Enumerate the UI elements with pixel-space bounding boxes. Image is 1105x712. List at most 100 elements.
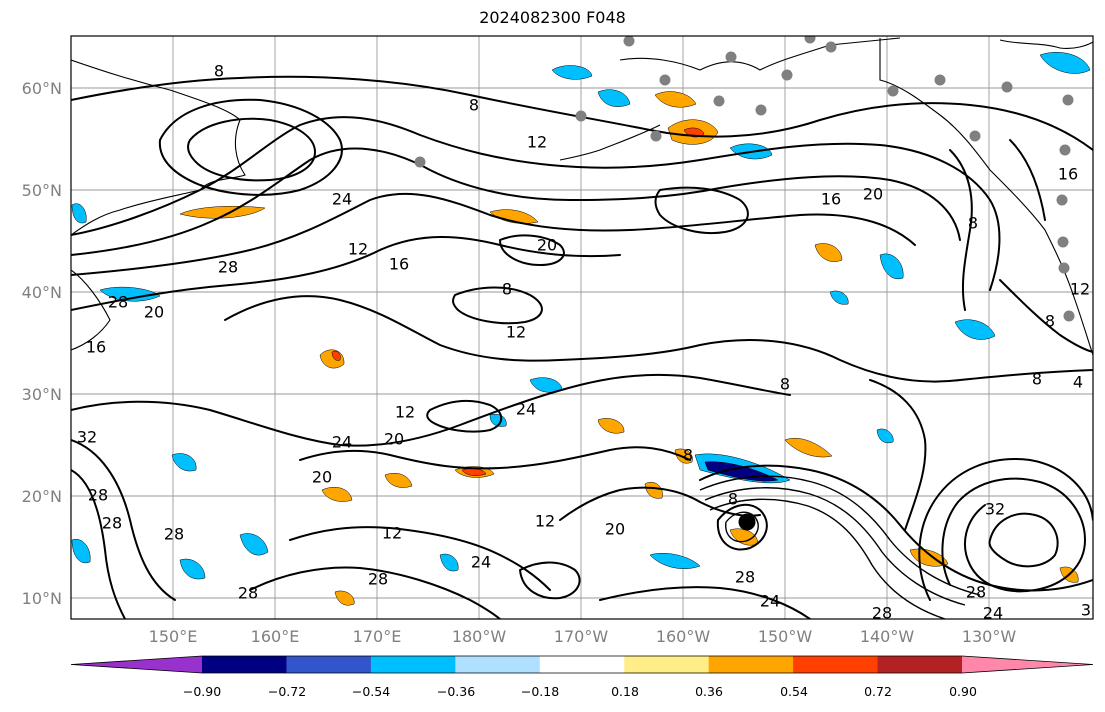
contour-label: 24 [983,604,1003,623]
contour-label: 32 [77,428,97,447]
colorbar [70,655,1094,674]
station-marker [713,95,725,107]
colorbar-segment [455,656,541,673]
longitude-axis: 150°E 160°E 170°E 180°W 170°W 160°W 150°… [149,627,1017,646]
storm-center-marker [738,513,756,531]
colorbar-ticks: −0.90 −0.72 −0.54 −0.36 −0.18 0.18 0.36 … [183,684,977,699]
contour-label: 28 [164,525,184,544]
contour-label: 16 [1058,165,1078,184]
colorbar-extension-low [71,656,202,673]
station-marker [575,110,587,122]
colorbar-segment [539,656,625,673]
colorbar-segment [708,656,794,673]
colorbar-tick-label: 0.36 [695,684,723,699]
contour-label: 12 [348,240,368,259]
contour-label: 20 [537,236,557,255]
contour-label: 28 [88,486,108,505]
colorbar-segment [793,656,879,673]
colorbar-segment [624,656,710,673]
longitude-label: 170°W [554,627,609,646]
colorbar-extension-high [962,656,1093,673]
station-marker [650,130,662,142]
colorbar-tick-label: 0.90 [949,684,977,699]
contour-label: 8 [968,214,978,233]
station-marker [1058,262,1070,274]
contour-label: 28 [368,570,388,589]
station-marker [1001,81,1013,93]
colorbar-tick-label: −0.36 [437,684,475,699]
contour-label: 8 [728,490,738,509]
station-marker [659,74,671,86]
latitude-label: 20°N [22,487,62,506]
contour-label: 8 [683,446,693,465]
colorbar-tick-label: 0.72 [864,684,892,699]
map-title: 2024082300 F048 [479,8,626,27]
longitude-label: 180°W [452,627,507,646]
colorbar-tick-label: −0.54 [352,684,390,699]
contour-label: 3 [1081,601,1091,620]
contour-label: 20 [144,303,164,322]
contour-label: 28 [108,293,128,312]
contour-label: 16 [86,338,106,357]
station-marker [1057,236,1069,248]
station-marker [414,156,426,168]
contour-label: 12 [506,323,526,342]
colorbar-tick-label: −0.72 [268,684,306,699]
contour-label: 24 [332,190,352,209]
contour-label: 28 [102,514,122,533]
colorbar-segment [286,656,372,673]
station-marker [781,69,793,81]
station-marker [755,104,767,116]
contour-label: 16 [821,190,841,209]
contour-label: 28 [238,584,258,603]
colorbar-tick-label: −0.90 [183,684,221,699]
longitude-label: 160°E [251,627,300,646]
longitude-label: 130°W [962,627,1017,646]
contour-label: 4 [1073,373,1083,392]
contour-label: 8 [780,375,790,394]
contour-label: 16 [389,255,409,274]
contour-lines [71,75,1093,619]
contour-label: 28 [872,604,892,623]
contour-label: 20 [384,430,404,449]
colorbar-segment [877,656,963,673]
contour-label: 12 [535,512,555,531]
latitude-axis: 60°N 50°N 40°N 30°N 20°N 10°N [22,79,62,608]
station-marker [825,41,837,53]
contour-label: 28 [966,583,986,602]
longitude-label: 140°W [860,627,915,646]
contour-label: 8 [502,280,512,299]
contour-label: 8 [469,96,479,115]
station-markers [414,36,1075,322]
colorbar-segment [202,656,287,673]
contour-label: 12 [395,403,415,422]
plot-frame [70,35,1094,620]
contour-label: 12 [527,133,547,152]
contour-label: 20 [605,520,625,539]
contour-label: 20 [312,468,332,487]
contour-label: 8 [214,62,224,81]
colorbar-outline [70,655,1094,674]
station-marker [969,130,981,142]
colorbar-segment [370,656,456,673]
contour-label: 24 [471,553,491,572]
station-marker [934,74,946,86]
contour-label: 12 [382,524,402,543]
contour-label: 8 [1045,312,1055,331]
contour-labels: 8 8 12 24 12 16 20 28 8 12 28 20 16 16 2… [77,62,1091,623]
contour-label: 28 [735,568,755,587]
contour-label: 32 [985,500,1005,519]
station-marker [804,36,816,44]
latitude-label: 10°N [22,589,62,608]
latitude-label: 40°N [22,283,62,302]
contour-label: 12 [1070,280,1090,299]
station-marker [623,36,635,47]
colorbar-tick-label: 0.54 [780,684,808,699]
station-marker [1063,310,1075,322]
contour-label: 8 [1032,370,1042,389]
colorbar-tick-label: 0.18 [611,684,639,699]
contour-label: 24 [332,433,352,452]
station-marker [1062,94,1074,106]
latitude-label: 50°N [22,181,62,200]
